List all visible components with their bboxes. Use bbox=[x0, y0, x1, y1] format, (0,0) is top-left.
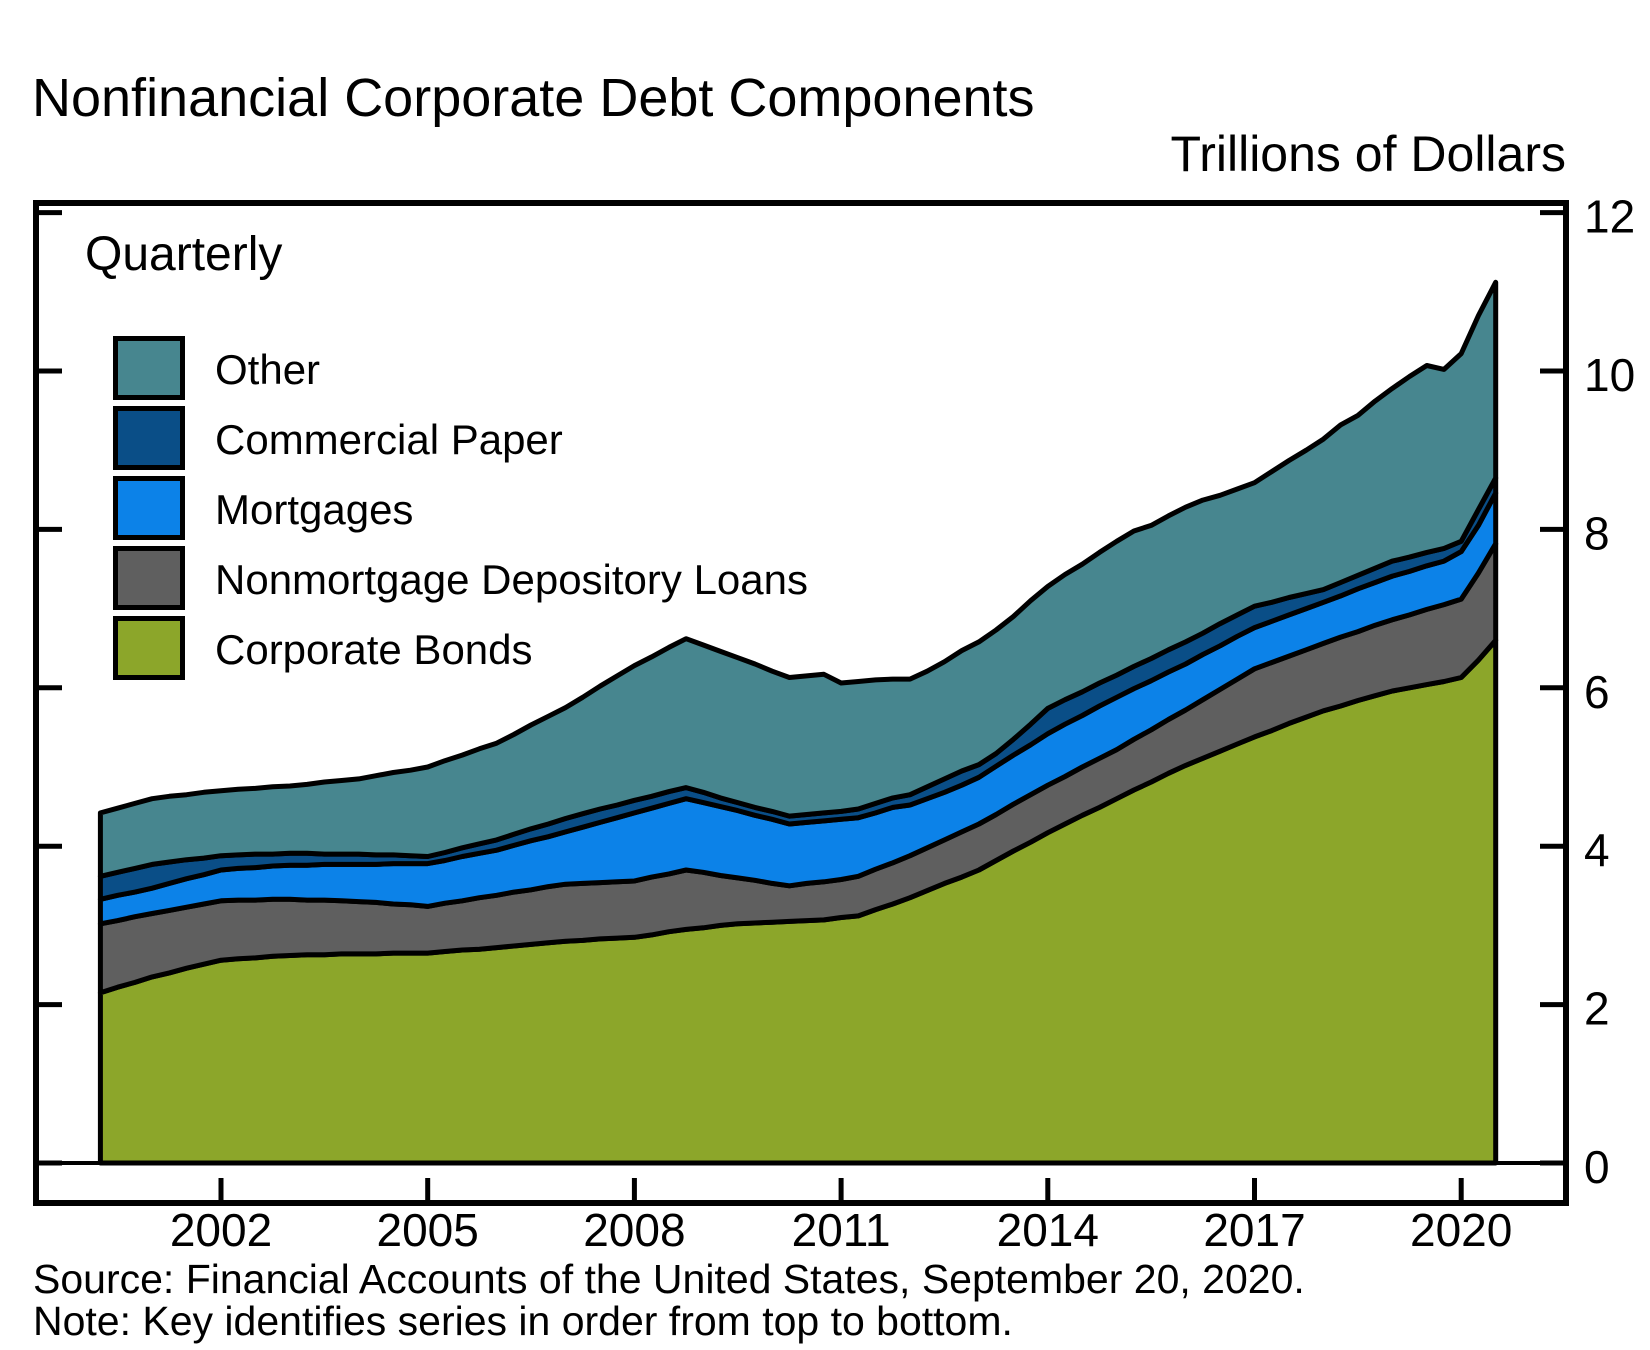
y-tick-label: 10 bbox=[1584, 349, 1635, 401]
x-tick-label: 2008 bbox=[583, 1204, 685, 1256]
legend-swatch-corporate-bonds bbox=[113, 616, 185, 680]
legend-swatch-mortgages bbox=[113, 476, 185, 540]
source-note: Source: Financial Accounts of the United… bbox=[33, 1256, 1305, 1302]
legend-label-commercial-paper: Commercial Paper bbox=[215, 416, 563, 463]
legend-label-corporate-bonds: Corporate Bonds bbox=[215, 626, 533, 673]
x-tick-label: 2014 bbox=[997, 1204, 1099, 1256]
y-tick-label: 12 bbox=[1584, 191, 1635, 243]
frequency-label: Quarterly bbox=[85, 228, 283, 281]
area-other bbox=[97, 279, 1499, 879]
x-tick-label: 2011 bbox=[792, 1204, 891, 1256]
y-tick-label: 8 bbox=[1584, 507, 1610, 559]
x-tick-label: 2020 bbox=[1410, 1204, 1512, 1256]
y-tick-label: 6 bbox=[1584, 666, 1610, 718]
legend-label-nonmortgage-depository-loans: Nonmortgage Depository Loans bbox=[215, 556, 809, 603]
x-tick-label: 2017 bbox=[1203, 1204, 1305, 1256]
y-tick-label: 0 bbox=[1584, 1141, 1610, 1193]
legend-label-other: Other bbox=[215, 346, 321, 393]
key-note: Note: Key identifies series in order fro… bbox=[33, 1298, 1013, 1344]
plot-frame bbox=[33, 200, 1569, 1206]
legend-swatch-commercial-paper bbox=[113, 406, 185, 470]
legend-swatch-other bbox=[113, 336, 185, 400]
y-axis-units-label: Trillions of Dollars bbox=[1170, 126, 1566, 182]
legend-label-mortgages: Mortgages bbox=[215, 486, 414, 533]
y-tick-label: 2 bbox=[1584, 983, 1610, 1035]
x-tick-label: 2005 bbox=[377, 1204, 479, 1256]
chart-title: Nonfinancial Corporate Debt Components bbox=[32, 68, 1035, 128]
y-tick-label: 4 bbox=[1584, 824, 1610, 876]
x-tick-label: 2002 bbox=[170, 1204, 272, 1256]
legend-swatch-nonmortgage-depository-loans bbox=[113, 546, 185, 610]
